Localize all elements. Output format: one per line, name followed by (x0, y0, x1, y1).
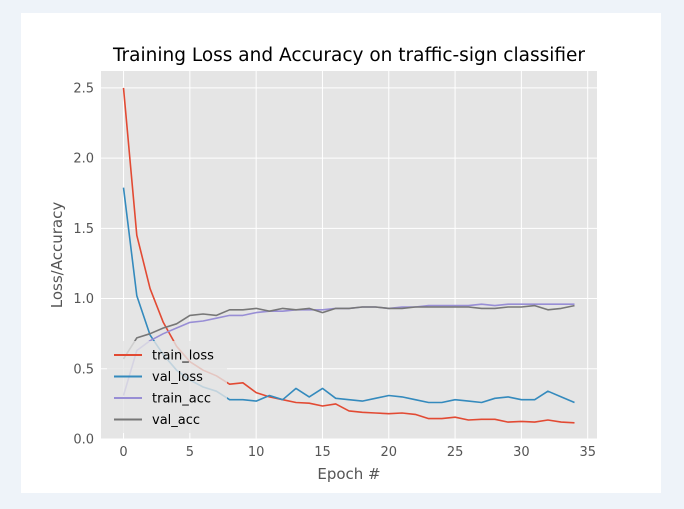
y-tick-label: 2.0 (73, 152, 94, 167)
x-tick-label: 20 (381, 445, 398, 460)
y-tick-label: 1.5 (73, 222, 94, 237)
y-tick-label: 2.5 (73, 81, 94, 96)
x-tick-label: 0 (119, 445, 127, 460)
legend-box (107, 341, 227, 433)
chart-card: Training Loss and Accuracy on traffic-si… (21, 13, 661, 493)
line-chart: Training Loss and Accuracy on traffic-si… (48, 45, 597, 483)
y-tick-label: 0.0 (73, 433, 94, 448)
chart-title: Training Loss and Accuracy on traffic-si… (112, 45, 585, 66)
x-tick-label: 5 (186, 445, 194, 460)
x-tick-label: 35 (579, 445, 596, 460)
legend-label: train_acc (152, 392, 211, 407)
y-axis-label: Loss/Accuracy (48, 202, 66, 309)
legend: train_loss val_loss train_acc val_acc (107, 341, 227, 433)
x-tick-label: 25 (447, 445, 464, 460)
axis-ticks: 0 5 10 15 20 25 30 35 0.0 0.5 1.0 1.5 2.0 2.5 (73, 81, 596, 460)
x-tick-label: 15 (314, 445, 331, 460)
x-tick-label: 10 (248, 445, 265, 460)
series-line-val-acc (122, 304, 575, 360)
legend-label: val_acc (152, 413, 200, 428)
y-tick-label: 0.5 (73, 362, 94, 377)
grid (101, 71, 597, 440)
y-tick-label: 1.0 (73, 292, 94, 307)
legend-label: train_loss (152, 349, 214, 364)
x-axis-label: Epoch # (317, 465, 380, 483)
x-tick-label: 30 (513, 445, 530, 460)
legend-label: val_loss (152, 370, 203, 385)
